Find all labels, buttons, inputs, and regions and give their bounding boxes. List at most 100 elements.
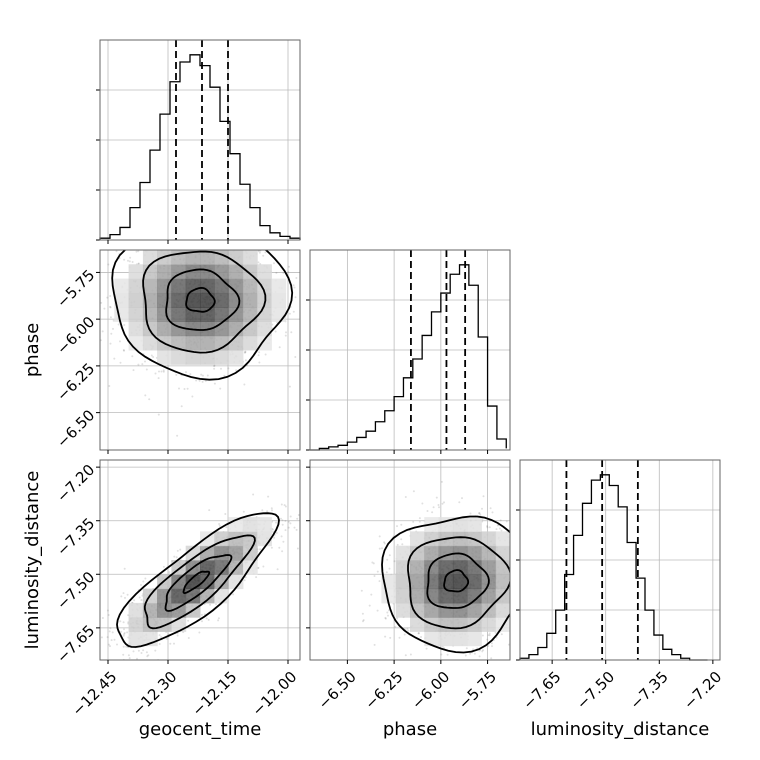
scatter-point [282, 540, 285, 543]
scatter-point [489, 507, 492, 510]
scatter-point [425, 647, 428, 650]
scatter-point [388, 609, 390, 612]
scatter-point [179, 548, 182, 551]
scatter-point [283, 504, 286, 507]
scatter-point [220, 367, 222, 370]
scatter-point [293, 286, 296, 289]
density-shading [114, 250, 287, 365]
scatter-point [133, 599, 136, 602]
scatter-point [276, 568, 279, 571]
scatter-point [178, 387, 180, 390]
contour-level-2 [164, 554, 233, 612]
scatter-point [213, 367, 216, 370]
scatter-point [287, 271, 290, 274]
scatter-point [243, 383, 246, 386]
scatter-point [418, 520, 421, 523]
scatter-point [187, 619, 190, 622]
density-cell [200, 264, 215, 280]
scatter-point [378, 535, 381, 538]
scatter-point [101, 330, 104, 333]
scatter-point [361, 612, 364, 615]
panel-frame [99, 459, 301, 661]
density-cell [271, 292, 287, 308]
density-cell [242, 264, 258, 280]
scatter-point [473, 652, 476, 655]
scatter-point [276, 321, 279, 324]
scatter-point [113, 357, 116, 360]
scatter-point [486, 526, 489, 529]
scatter-point [123, 567, 126, 570]
scatter-point [213, 382, 216, 385]
scatter-point [119, 620, 122, 623]
scatter-point [140, 584, 142, 586]
scatter-point [362, 620, 364, 623]
scatter-point [500, 633, 503, 636]
scatter-point [198, 379, 201, 382]
scatter-point [386, 611, 389, 614]
density-cell [128, 264, 144, 280]
scatter-point [191, 395, 194, 398]
scatter-point [289, 515, 292, 518]
scatter-point [443, 501, 445, 504]
contour-level-0 [111, 250, 294, 381]
density-cell [257, 321, 272, 337]
scatter-point [400, 523, 403, 526]
scatter-point [275, 521, 277, 524]
scatter-point [384, 635, 387, 638]
scatter-point [154, 372, 157, 375]
scatter-point [409, 653, 412, 656]
density-cell [200, 292, 215, 308]
scatter-point [376, 570, 379, 573]
scatter-point [284, 519, 287, 522]
scatter-point [160, 370, 163, 373]
scatter-point [145, 368, 148, 371]
y-axis-label-luminosity-distance: luminosity_distance [22, 471, 43, 650]
scatter-point [376, 609, 379, 612]
panel-frame [309, 249, 511, 451]
density-cell [157, 350, 172, 365]
density-cell [128, 617, 144, 632]
scatter-point [258, 351, 261, 354]
scatter-point [122, 645, 125, 648]
scatter-point [142, 649, 145, 652]
scatter-point [173, 642, 175, 645]
density-cell [157, 321, 172, 337]
scatter-point [389, 636, 392, 639]
scatter-point [243, 579, 246, 582]
scatter-point [373, 575, 376, 577]
scatter-point [244, 351, 247, 354]
scatter-point [154, 649, 157, 652]
scatter-point [378, 547, 381, 550]
scatter-point [271, 509, 273, 512]
density-cell [142, 278, 158, 294]
scatter-point [296, 517, 299, 520]
scatter-point [132, 369, 135, 372]
scatter-point [287, 520, 290, 523]
scatter-point [138, 596, 141, 599]
scatter-point [396, 525, 398, 528]
scatter-point [162, 369, 165, 372]
scatter-point [123, 628, 125, 631]
scatter-point [396, 543, 399, 546]
scatter-point [123, 632, 126, 634]
scatter-point [505, 520, 508, 523]
scatter-point [293, 526, 296, 529]
scatter-point [294, 356, 297, 358]
scatter-point [267, 495, 270, 498]
scatter-point [140, 599, 143, 601]
density-cell [214, 335, 230, 351]
scatter-point [398, 636, 401, 639]
scatter-point [262, 254, 265, 257]
scatter-point [122, 349, 125, 351]
scatter-point [441, 502, 444, 505]
scatter-point [458, 501, 461, 504]
scatter-point [111, 631, 114, 634]
scatter-point [294, 296, 297, 299]
scatter-point [404, 654, 407, 657]
scatter-point [207, 618, 210, 621]
panel-frame [519, 459, 721, 661]
scatter-point [122, 634, 125, 637]
scatter-point [205, 617, 208, 620]
histogram-luminosity_distance [519, 474, 708, 661]
